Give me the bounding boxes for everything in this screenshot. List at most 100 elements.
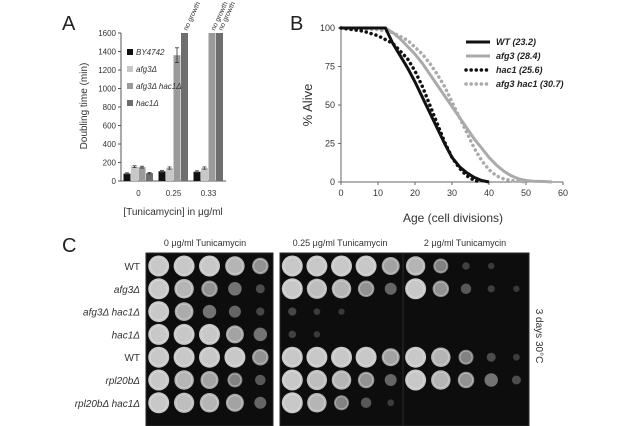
colony-spot [281, 369, 303, 391]
colony-spot [199, 346, 220, 368]
strain-label: hac1Δ [112, 330, 141, 341]
colony-spot-rim [357, 348, 375, 366]
panel-b-y-tick-label: 75 [325, 62, 335, 72]
panel-a-bar [158, 171, 166, 181]
panel-a-y-tick-label: 1600 [98, 29, 116, 38]
colony-spot [486, 352, 496, 362]
colony-spot-rim [407, 257, 424, 275]
panel-b-y-tick-label: 100 [320, 23, 335, 33]
colony-spot [432, 280, 450, 298]
colony-spot-rim [383, 349, 399, 365]
colony-spot [306, 369, 328, 391]
colony-spot [148, 369, 170, 391]
colony-spot [387, 399, 395, 407]
panel-a-y-tick-label: 200 [103, 159, 117, 168]
colony-spot-rim [200, 325, 219, 344]
plate [279, 252, 404, 426]
plate [145, 252, 274, 426]
colony-spot [513, 285, 520, 292]
strain-label: WT [124, 353, 140, 364]
panel-a-y-tick-label: 0 [112, 177, 117, 186]
colony-spot-rim [175, 257, 193, 275]
colony-spot [360, 397, 372, 409]
colony-spot [487, 262, 495, 270]
colony-spot-rim [283, 280, 302, 298]
colony-spot-rim [228, 373, 242, 387]
colony-spot [224, 346, 246, 368]
colony-spot [199, 323, 220, 345]
panel-b-legend: WT (23.2) afg3 (28.4) hac1 (25.6) afg3 hac1… [464, 37, 564, 89]
panel-a-bar [131, 166, 138, 181]
colony-spot-rim [308, 348, 326, 366]
colony-spot [405, 256, 426, 276]
colony-spot [331, 346, 352, 368]
colony-spot [513, 353, 520, 361]
colony-spot [173, 323, 195, 345]
colony-spot [225, 393, 244, 412]
panel-a-bar [146, 173, 153, 181]
colony-spot [338, 308, 345, 315]
panel-b-y-axis-title: % Alive [300, 84, 315, 127]
colony-spot-rim [149, 257, 168, 275]
colony-spot [228, 305, 241, 318]
colony-spot-rim [175, 394, 193, 412]
colony-spot [405, 369, 427, 391]
colony-spot [173, 346, 195, 368]
panel-b-x-axis-title: Age (cell divisions) [403, 211, 503, 225]
colony-spot-rim [253, 350, 268, 365]
panel-b-letter: B [290, 13, 303, 35]
colony-spot [306, 278, 328, 299]
colony-spot [202, 304, 217, 319]
colony-spot [225, 325, 244, 344]
colony-spot-rim [175, 280, 193, 297]
colony-spot-rim [283, 371, 302, 389]
colony-spot [174, 279, 194, 299]
panel-a-bar [193, 171, 201, 181]
colony-spot [256, 307, 265, 316]
panel-b-x-tick-label: 40 [484, 188, 494, 198]
panel-a-y-tick-label: 400 [103, 140, 117, 149]
panel-a-legend-swatch [127, 100, 133, 106]
colony-spot-rim [226, 257, 244, 275]
colony-spot-rim [175, 348, 193, 366]
strain-label: afg3Δ [114, 285, 140, 296]
panel-a-bar [208, 33, 216, 181]
colony-spot [201, 280, 218, 298]
colony-spot-rim [332, 348, 351, 366]
colony-spot [281, 255, 303, 277]
colony-spot [227, 372, 243, 388]
panel-b-series-line [339, 26, 528, 184]
colony-spot [281, 392, 303, 414]
panel-a-y-tick-label: 1000 [98, 85, 116, 94]
colony-spot [384, 282, 397, 295]
colony-spot [281, 278, 303, 300]
colony-spot [307, 393, 327, 413]
colony-spot [431, 347, 451, 367]
panel-a-y-axis-title: Doubling time (min) [79, 63, 90, 150]
colony-spot [173, 392, 195, 413]
colony-spot [381, 348, 400, 367]
colony-spot-rim [308, 280, 326, 298]
colony-spot-rim [201, 372, 218, 388]
plates [145, 252, 530, 426]
colony-spot-rim [283, 348, 302, 366]
colony-spot [405, 346, 427, 368]
panel-a-x-tick-label: 0.33 [201, 189, 217, 198]
colony-spot [381, 257, 400, 275]
panel-b-legend-label: WT (23.2) [496, 37, 536, 47]
colony-spot [281, 346, 303, 368]
colony-spot-rim [149, 302, 168, 321]
panel-b-axes: 0 25 50 75 100 0 10 20 30 40 50 60 [320, 23, 568, 198]
panel-c-spot-assay: 0 μg/ml Tunicamycin 0.25 μg/ml Tunicamyc… [75, 238, 544, 426]
colony-spot [384, 374, 397, 386]
colony-spot-rim [308, 257, 326, 275]
strain-label: afg3Δ hac1Δ [83, 308, 140, 319]
colony-spot [148, 255, 170, 277]
panel-a-bar [173, 55, 181, 182]
colony-spot [252, 257, 269, 275]
colony-spot-rim [332, 257, 351, 275]
panel-a-legend: BY4742 afg3Δ afg3Δ hac1Δ hac1Δ [127, 48, 182, 108]
colony-spot-rim [149, 394, 168, 412]
panel-a-legend-swatch [127, 83, 133, 89]
colony-spot-rim [432, 349, 449, 366]
